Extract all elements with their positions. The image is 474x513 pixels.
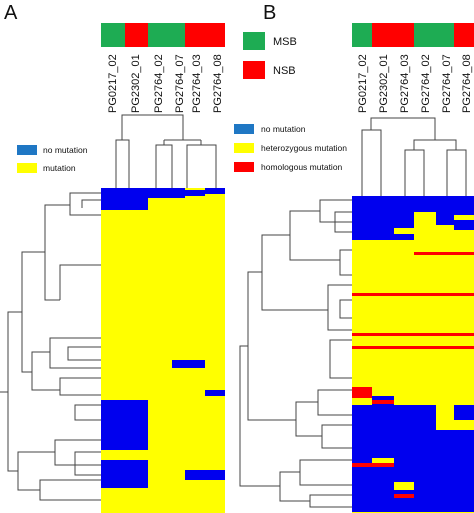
heatmap-cell-no-mutation <box>205 188 225 194</box>
sample-label: PG2764_07 <box>441 54 453 113</box>
group-cell-b-2 <box>372 23 394 47</box>
sample-label: PG2302_01 <box>130 54 142 113</box>
group-cell-b-6 <box>454 23 474 47</box>
panel-a-heatmap <box>101 188 225 513</box>
sample-label: PG2302_01 <box>378 54 390 113</box>
legend-label-no-mutation: no mutation <box>43 145 88 155</box>
heatmap-cell-no-mutation <box>185 470 225 480</box>
heatmap-cell-mutation <box>172 368 205 374</box>
heatmap-cell-homologous <box>394 494 414 498</box>
sample-label: PG2764_03 <box>191 54 203 113</box>
group-cell-a-4 <box>172 23 185 47</box>
nsb-swatch <box>243 61 265 79</box>
sample-label: PG2764_08 <box>461 54 473 113</box>
legend-label-no-mutation: no mutation <box>261 124 306 134</box>
sample-label: PG2764_03 <box>399 54 411 113</box>
legend-swatch-homologous <box>234 162 254 172</box>
heatmap-cell-no-mutation <box>454 220 474 230</box>
msb-label: MSB <box>273 36 297 48</box>
panel-b-group-bar <box>352 23 474 47</box>
group-legend: MSB NSB <box>243 32 297 79</box>
sample-label: PG2764_07 <box>174 54 186 113</box>
legend-swatch-mutation <box>17 163 37 173</box>
panel-a-column-dendrogram <box>115 114 217 192</box>
group-cell-a-1 <box>101 23 125 47</box>
legend-label-homologous: homologous mutation <box>261 162 343 172</box>
group-cell-a-6 <box>205 23 225 47</box>
heatmap-cell-no-mutation <box>101 188 148 210</box>
group-cell-b-3 <box>394 23 414 47</box>
panel-a-row-dendrogram <box>0 192 101 501</box>
heatmap-cell-homologous <box>414 252 474 255</box>
heatmap-cell-homologous <box>352 333 474 336</box>
heatmap-cell-homologous <box>372 400 394 404</box>
heatmap-cell-heterozygous <box>394 228 436 234</box>
panel-b-heatmap <box>352 196 474 513</box>
group-cell-b-5 <box>436 23 454 47</box>
heatmap-cell-homologous <box>352 387 372 398</box>
panel-a-legend: no mutation mutation <box>17 145 88 173</box>
panel-b-column-dendrogram <box>361 117 467 197</box>
panel-b-letter: B <box>263 2 276 24</box>
heatmap-cell-no-mutation <box>101 400 148 450</box>
heatmap-cell-mutation <box>148 442 172 446</box>
heatmap-cell-no-mutation <box>436 196 474 215</box>
heatmap-cell-no-mutation <box>205 390 225 396</box>
legend-swatch-no-mutation <box>234 124 254 134</box>
panel-a-group-bar <box>101 23 225 47</box>
heatmap-cell-no-mutation <box>436 215 454 225</box>
heatmap-cell-homologous <box>352 346 474 349</box>
heatmap-cell-no-mutation <box>125 205 148 208</box>
heatmap-cell-homologous <box>352 463 394 467</box>
sample-label: PG2764_08 <box>212 54 224 113</box>
heatmap-cell-heterozygous <box>372 458 394 466</box>
heatmap-cell-no-mutation <box>185 190 205 196</box>
group-cell-a-3 <box>148 23 172 47</box>
heatmap-background <box>101 188 225 513</box>
heatmap-cell-heterozygous <box>394 482 414 490</box>
legend-swatch-no-mutation <box>17 145 37 155</box>
heatmap-cell-mutation <box>101 378 125 382</box>
group-cell-a-5 <box>185 23 205 47</box>
sample-label: PG2764_02 <box>420 54 432 113</box>
msb-swatch <box>243 32 265 50</box>
nsb-label: NSB <box>273 65 296 77</box>
legend-swatch-heterozygous <box>234 143 254 153</box>
heatmap-cell-no-mutation <box>414 420 436 440</box>
sample-label: PG0217_02 <box>107 54 119 113</box>
panel-b-sample-labels: PG0217_02 PG2302_01 PG2764_03 PG2764_02 … <box>357 54 473 113</box>
legend-label-mutation: mutation <box>43 163 76 173</box>
heatmap-cell-homologous <box>352 293 474 296</box>
heatmap-cell-no-mutation <box>454 405 474 420</box>
heatmap-cell-no-mutation <box>148 188 185 198</box>
group-cell-b-1 <box>352 23 372 47</box>
group-cell-b-4 <box>414 23 436 47</box>
heatmap-cell-no-mutation <box>414 196 436 212</box>
panel-a-letter: A <box>4 2 18 24</box>
heatmap-cell-no-mutation <box>436 430 474 512</box>
group-cell-a-2 <box>125 23 148 47</box>
heatmap-cell-no-mutation <box>101 460 148 488</box>
sample-label: PG0217_02 <box>357 54 369 113</box>
panel-a-sample-labels: PG0217_02 PG2302_01 PG2764_02 PG2764_07 … <box>107 54 224 113</box>
sample-label: PG2764_02 <box>153 54 165 113</box>
legend-label-heterozygous: heterozygous mutation <box>261 143 347 153</box>
panel-b-legend: no mutation heterozygous mutation homolo… <box>234 124 347 172</box>
panel-b-row-dendrogram <box>239 199 352 508</box>
